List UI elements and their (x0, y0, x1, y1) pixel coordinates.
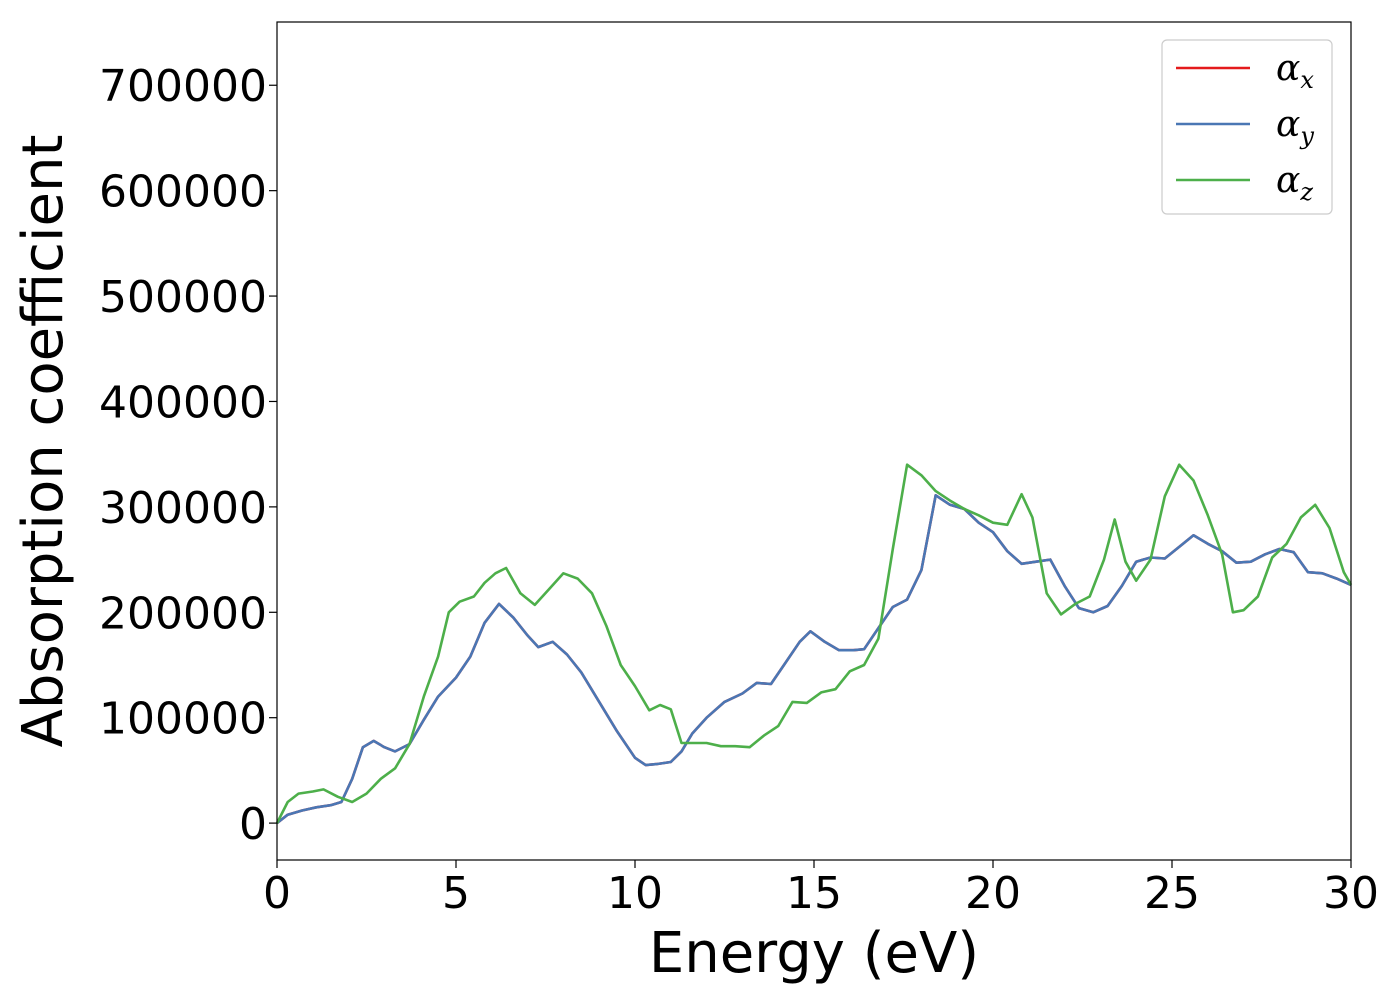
legend-label-z: αz (1276, 160, 1313, 206)
x-axis-label: Energy (eV) (649, 921, 979, 986)
x-tick-labels: 0 5 10 15 20 25 30 (263, 868, 1379, 919)
legend-label-x: αx (1276, 48, 1314, 94)
legend: αx αy αz (1161, 39, 1333, 215)
x-tick-label: 30 (1323, 868, 1379, 919)
y-tick-label: 500000 (99, 272, 267, 323)
y-tick-label: 300000 (99, 483, 267, 534)
y-tick-label: 400000 (99, 377, 267, 428)
series-line-y (276, 494, 1352, 825)
y-tick-labels: 0 100000 200000 300000 400000 500000 600000 700… (99, 61, 267, 850)
x-tick-label: 15 (786, 868, 842, 919)
legend-label-y: αy (1276, 104, 1314, 150)
legend-box (1161, 39, 1333, 215)
y-tick-label: 0 (239, 799, 267, 850)
y-tick-label: 100000 (99, 694, 267, 745)
series-line-z (275, 463, 1353, 824)
y-tick-label: 600000 (99, 167, 267, 218)
plot-frame (276, 21, 1352, 861)
x-tick-label: 20 (965, 868, 1021, 919)
series-lines (275, 463, 1353, 825)
x-tick-label: 25 (1144, 868, 1200, 919)
x-tick-label: 10 (607, 868, 663, 919)
y-tick-label: 700000 (99, 61, 267, 112)
tick-marks (269, 84, 1352, 868)
x-tick-label: 5 (442, 868, 470, 919)
y-tick-label: 200000 (99, 588, 267, 639)
y-axis-label: Absorption coefficient (11, 135, 76, 748)
x-tick-label: 0 (263, 868, 291, 919)
